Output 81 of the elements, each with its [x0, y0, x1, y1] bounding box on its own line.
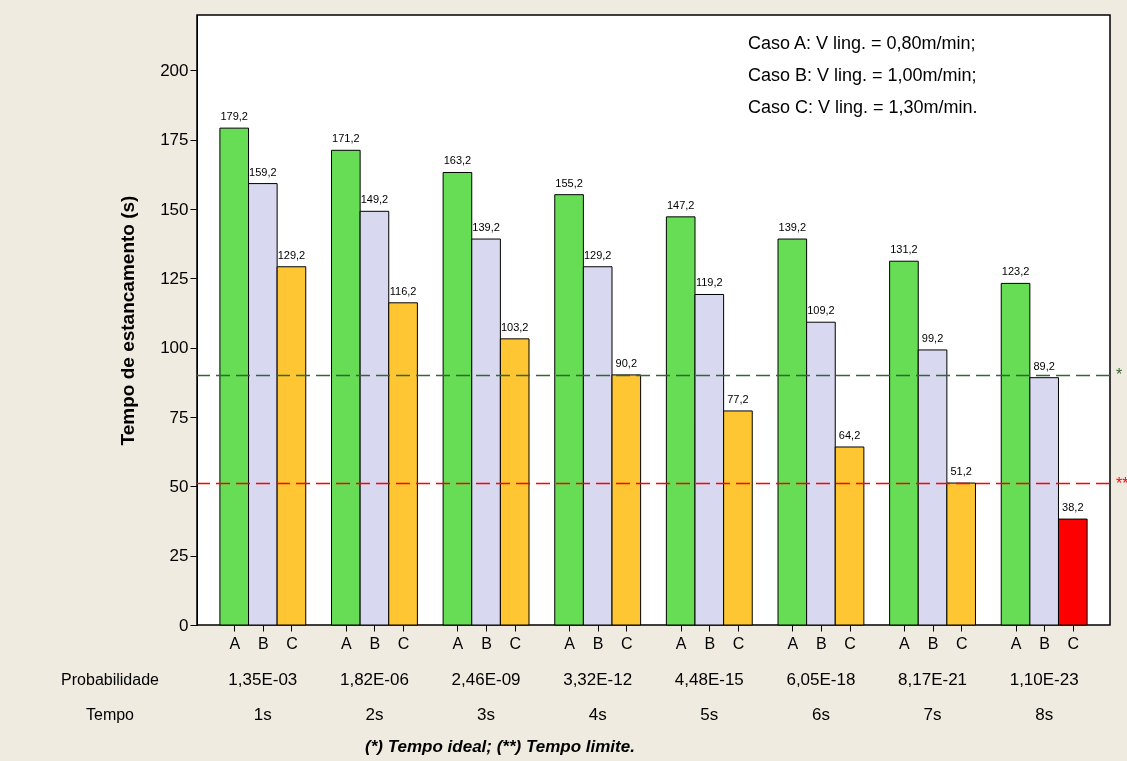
- text: 2,46E-09: [451, 670, 521, 689]
- text: Probabilidade: [61, 671, 160, 688]
- x-tick-label: B: [927, 634, 939, 652]
- text: 4s: [588, 705, 607, 724]
- x-tick-label: C: [732, 634, 745, 652]
- data-label: 139,2: [472, 221, 500, 234]
- x-tick-label: A: [564, 634, 576, 652]
- text: 8s: [1035, 705, 1054, 724]
- y-tick-label: 75: [169, 407, 189, 427]
- y-tick-label: 175: [160, 130, 189, 150]
- text: 7s: [923, 705, 942, 724]
- text: 6,05E-18: [786, 670, 856, 689]
- text: 8,17E-21: [898, 670, 968, 689]
- data-label: 64,2: [838, 428, 861, 441]
- text: 5s: [700, 705, 719, 724]
- x-tick-label: C: [286, 634, 298, 652]
- x-tick-label: A: [340, 634, 352, 652]
- y-tick-label: 25: [169, 546, 189, 566]
- data-label: 123,2: [1001, 265, 1030, 278]
- x-tick-label: C: [621, 634, 633, 652]
- data-label: 90,2: [615, 356, 638, 369]
- text: Tempo: [85, 706, 135, 723]
- x-tick-label: B: [816, 634, 827, 652]
- annotation: Caso B: V ling. = 1,00m/min;: [748, 65, 977, 85]
- x-tick-label: C: [955, 634, 968, 652]
- x-tick-label: C: [397, 634, 410, 652]
- x-tick-label: B: [369, 634, 381, 652]
- data-label: 171,2: [332, 132, 360, 145]
- y-tick-label: 125: [160, 268, 189, 288]
- data-label: 163,2: [443, 154, 472, 167]
- y-tick-label: 200: [160, 60, 189, 80]
- data-label: 89,2: [1033, 359, 1055, 372]
- x-tick-label: A: [229, 634, 241, 652]
- x-tick-label: C: [1067, 634, 1080, 652]
- annotation: Caso C: V ling. = 1,30m/min.: [748, 97, 978, 117]
- data-label: 147,2: [666, 198, 695, 211]
- text: 1,82E-06: [339, 670, 409, 689]
- x-tick-label: A: [675, 634, 687, 652]
- data-label: 139,2: [778, 221, 807, 234]
- x-tick-label: B: [257, 634, 269, 652]
- x-tick-label: B: [481, 634, 492, 652]
- data-label: 159,2: [249, 165, 277, 178]
- annotation: Caso A: V ling. = 0,80m/min;: [748, 33, 976, 53]
- text: 6s: [811, 705, 830, 724]
- data-label: 155,2: [555, 176, 583, 189]
- y-tick-label: 0: [179, 615, 189, 635]
- x-tick-label: B: [592, 634, 604, 652]
- y-axis-title: Tempo de estancamento (s): [117, 195, 139, 446]
- data-label: 109,2: [807, 304, 835, 317]
- data-label: 77,2: [727, 392, 749, 405]
- x-tick-label: A: [1010, 634, 1022, 652]
- x-tick-label: C: [844, 634, 856, 652]
- text: 1,10E-23: [1009, 670, 1079, 689]
- x-tick-label: B: [1039, 634, 1051, 652]
- data-label: 99,2: [921, 331, 944, 344]
- data-label: 131,2: [890, 243, 918, 256]
- data-label: 51,2: [950, 465, 972, 478]
- data-label: 103,2: [500, 320, 529, 333]
- y-tick-label: 50: [169, 476, 189, 496]
- text: 1,35E-03: [228, 670, 298, 689]
- x-tick-label: A: [787, 634, 799, 652]
- data-label: 38,2: [1062, 501, 1084, 514]
- text: 4,48E-15: [674, 670, 744, 689]
- data-label: 119,2: [695, 276, 723, 289]
- text: 2s: [365, 705, 384, 724]
- text: 3,32E-12: [563, 670, 633, 689]
- x-tick-label: A: [452, 634, 464, 652]
- data-label: 129,2: [277, 248, 306, 261]
- y-tick-label: 150: [160, 199, 189, 219]
- data-label: 116,2: [389, 284, 417, 297]
- data-label: 129,2: [583, 248, 612, 261]
- x-tick-label: C: [509, 634, 521, 652]
- x-tick-label: B: [704, 634, 716, 652]
- text: 1s: [253, 705, 272, 724]
- data-label: 179,2: [220, 110, 248, 123]
- text: (*) Tempo ideal; (**) Tempo limite.: [365, 737, 635, 756]
- y-tick-label: 100: [160, 338, 189, 358]
- text: 3s: [477, 705, 496, 724]
- data-label: 149,2: [360, 193, 389, 206]
- ref-line-label: *: [1116, 366, 1123, 384]
- x-tick-label: A: [899, 634, 911, 652]
